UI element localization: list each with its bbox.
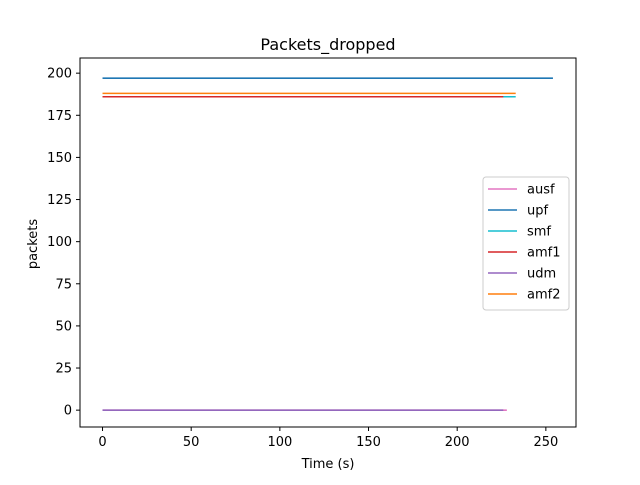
legend-label-udm: udm bbox=[527, 267, 556, 282]
legend: ausf upf smf amf1 udm amf2 bbox=[482, 176, 570, 311]
legend-label-amf2: amf2 bbox=[527, 288, 560, 303]
series-layer bbox=[102, 77, 553, 411]
x-axis-label: Time (s) bbox=[301, 457, 355, 472]
y-tick-label: 25 bbox=[55, 362, 72, 377]
y-tick-label: 75 bbox=[55, 277, 72, 292]
legend-label-upf: upf bbox=[527, 204, 548, 219]
legend-label-smf: smf bbox=[527, 225, 551, 240]
y-tick-label: 175 bbox=[47, 109, 72, 124]
x-tick-label: 150 bbox=[356, 435, 381, 450]
legend-label-amf1: amf1 bbox=[527, 246, 560, 261]
y-tick-label: 200 bbox=[47, 67, 72, 82]
plot-frame bbox=[79, 57, 577, 428]
chart-title: Packets_dropped bbox=[260, 35, 395, 55]
x-tick-label: 200 bbox=[445, 435, 470, 450]
legend-label-ausf: ausf bbox=[527, 183, 555, 198]
y-tick-label: 50 bbox=[55, 319, 72, 334]
y-tick-label: 100 bbox=[47, 235, 72, 250]
x-tick-label: 50 bbox=[183, 435, 200, 450]
x-tick-label: 250 bbox=[533, 435, 558, 450]
y-tick-label: 0 bbox=[64, 404, 72, 419]
axes: 0 50 100 150 200 250 0 25 50 75 100 125 150 175 200 bbox=[47, 57, 577, 450]
y-tick-label: 125 bbox=[47, 193, 72, 208]
y-tick-label: 150 bbox=[47, 151, 72, 166]
y-axis-label: packets bbox=[26, 219, 41, 270]
x-tick-label: 100 bbox=[267, 435, 292, 450]
x-tick-label: 0 bbox=[98, 435, 106, 450]
